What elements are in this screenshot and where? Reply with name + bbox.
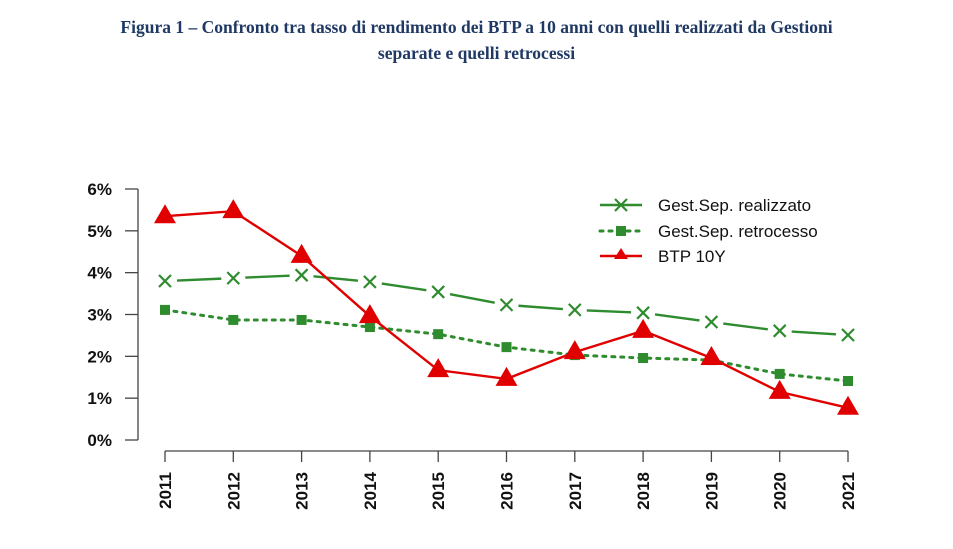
- square-marker: [774, 368, 785, 379]
- series-line-segment: [245, 274, 290, 279]
- square-marker: [433, 329, 444, 340]
- x-tick-label: 2020: [771, 472, 790, 510]
- series-line-segment: [586, 309, 632, 314]
- legend: Gest.Sep. realizzato Gest.Sep. retrocesso…: [598, 196, 818, 266]
- figure-title-line-2: separate e quelli retrocessi: [377, 43, 576, 63]
- x-tick-label: 2018: [634, 472, 653, 510]
- x-tick-label: 2015: [429, 472, 448, 510]
- series-btp-10y: [154, 199, 859, 415]
- x-tick-label: 2012: [224, 472, 243, 510]
- figure-title: Figura 1 – Confronto tra tasso di rendim…: [0, 14, 953, 66]
- square-marker: [228, 314, 239, 325]
- x-marker: [431, 285, 445, 299]
- x-marker: [499, 298, 514, 312]
- legend-item: BTP 10Y: [600, 247, 726, 266]
- x-axis: 2011 2012 2013 2014 2015 2016 2017 2018 2019 2020…: [156, 450, 858, 510]
- triangle-marker: [768, 379, 791, 399]
- series-line-segment: [518, 304, 563, 311]
- x-tick-label: 2021: [839, 472, 858, 510]
- y-tick-label: 1%: [87, 389, 112, 408]
- y-tick-label: 4%: [87, 264, 112, 283]
- x-tick-label: 2019: [702, 472, 721, 510]
- y-tick-label: 5%: [87, 222, 112, 241]
- square-marker: [638, 353, 649, 364]
- series-line-segment: [176, 277, 222, 282]
- x-tick-label: 2013: [293, 472, 312, 510]
- legend-label: BTP 10Y: [658, 247, 726, 266]
- series-line-segment: [381, 282, 427, 292]
- triangle-marker: [700, 346, 723, 366]
- x-marker: [772, 324, 787, 338]
- triangle-marker: [563, 340, 586, 360]
- legend-label: Gest.Sep. realizzato: [658, 196, 811, 215]
- square-marker: [160, 304, 170, 315]
- square-marker: [501, 342, 512, 353]
- x-tick-label: 2014: [361, 471, 380, 509]
- series-line-segment: [313, 275, 359, 282]
- square-marker: [843, 376, 853, 387]
- series-line-segment: [654, 313, 700, 322]
- x-marker: [568, 303, 582, 317]
- x-marker: [363, 275, 377, 289]
- series-line-segment: [449, 292, 495, 304]
- square-marker: [296, 314, 307, 325]
- x-marker: [226, 271, 241, 285]
- triangle-marker: [290, 243, 313, 263]
- x-marker: [636, 306, 650, 320]
- y-tick-label: 3%: [87, 306, 112, 325]
- y-tick-label: 2%: [87, 347, 112, 366]
- y-axis: 0% 1% 2% 3% 4% 5% 6%: [87, 180, 139, 450]
- legend-triangle-marker: [614, 248, 628, 259]
- series-line-segment: [723, 322, 768, 331]
- legend-item: Gest.Sep. realizzato: [600, 196, 811, 215]
- triangle-marker: [632, 318, 655, 338]
- y-tick-label: 0%: [87, 431, 112, 450]
- series-line-segment: [791, 330, 837, 336]
- legend-label: Gest.Sep. retrocesso: [658, 222, 818, 241]
- x-tick-label: 2011: [156, 472, 175, 509]
- triangle-marker: [358, 304, 381, 324]
- figure-title-line-1: Figura 1 – Confronto tra tasso di rendim…: [120, 17, 833, 37]
- square-marker: [616, 226, 626, 236]
- triangle-marker: [495, 366, 518, 386]
- triangle-marker: [427, 358, 450, 378]
- series-layer: [154, 199, 859, 415]
- triangle-marker: [837, 395, 859, 415]
- x-marker: [841, 328, 855, 342]
- y-tick-label: 6%: [87, 180, 112, 199]
- square-marker: [364, 322, 375, 333]
- x-marker: [158, 274, 172, 288]
- x-marker: [294, 268, 309, 282]
- x-tick-label: 2016: [498, 472, 517, 510]
- x-tick-label: 2017: [566, 472, 585, 510]
- triangle-marker: [154, 204, 176, 224]
- x-marker: [704, 315, 719, 329]
- x-marker: [614, 198, 628, 212]
- triangle-marker: [222, 199, 245, 219]
- legend-item: Gest.Sep. retrocesso: [598, 222, 818, 241]
- series-gest-sep-retrocesso: [160, 304, 853, 387]
- series-gest-sep-realizzato: [158, 268, 855, 342]
